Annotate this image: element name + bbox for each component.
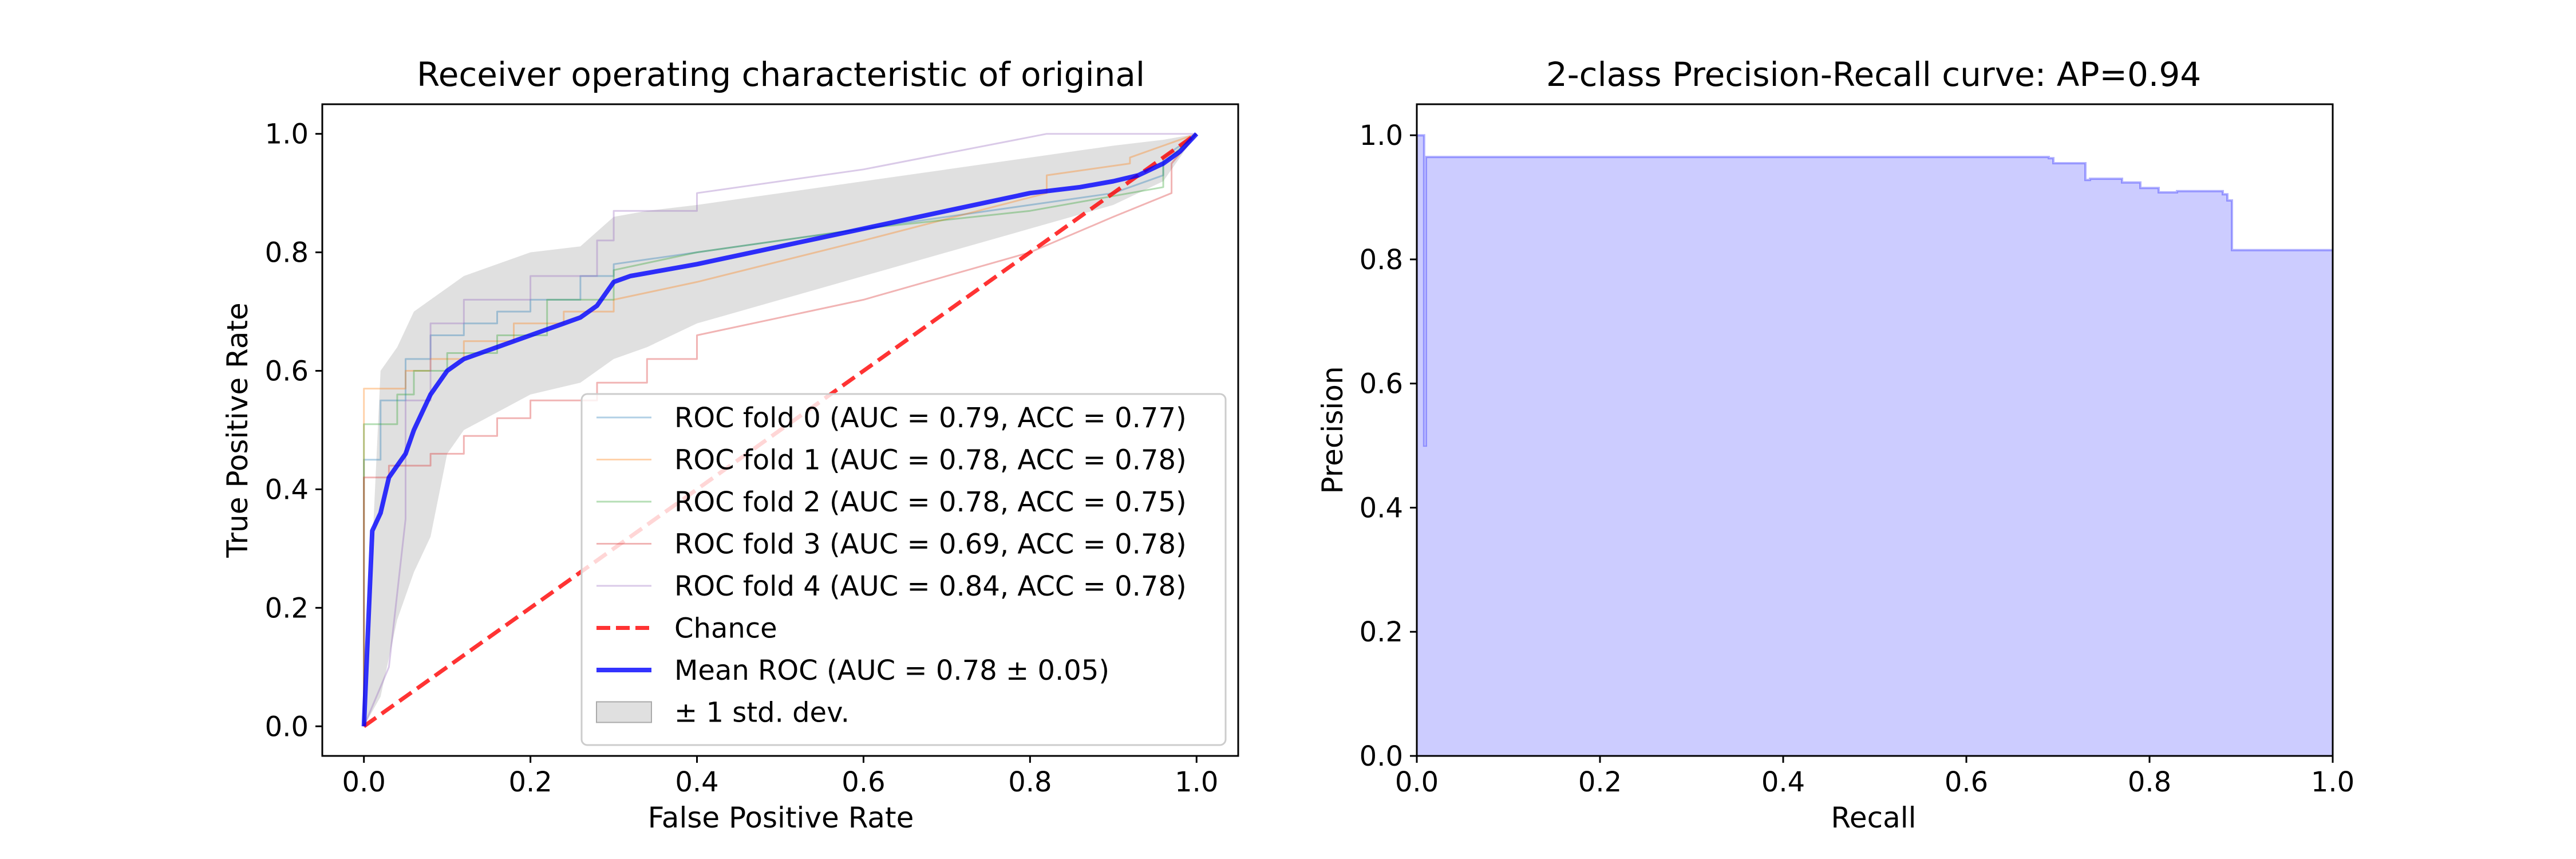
roc-ytick-label: 0.4 bbox=[265, 474, 309, 506]
roc-ytick-label: 1.0 bbox=[265, 119, 309, 151]
pr-xtick-label: 1.0 bbox=[2311, 766, 2354, 798]
roc-legend-label: Chance bbox=[674, 613, 777, 645]
pr-area bbox=[1417, 135, 2333, 756]
roc-legend-label: ROC fold 2 (AUC = 0.78, ACC = 0.75) bbox=[674, 486, 1187, 518]
roc-title: Receiver operating characteristic of ori… bbox=[417, 55, 1145, 94]
pr-xtick-label: 0.8 bbox=[2128, 766, 2171, 798]
pr-plot-area bbox=[1417, 134, 2333, 756]
pr-curve bbox=[1417, 134, 2333, 447]
roc-ytick-label: 0.2 bbox=[265, 592, 309, 624]
pr-ytick-label: 0.6 bbox=[1360, 368, 1403, 400]
roc-legend-label: ROC fold 0 (AUC = 0.79, ACC = 0.77) bbox=[674, 402, 1187, 434]
roc-ytick-label: 0.0 bbox=[265, 711, 309, 743]
roc-legend-label: ROC fold 1 (AUC = 0.78, ACC = 0.78) bbox=[674, 444, 1187, 476]
pr-xtick-label: 0.0 bbox=[1395, 766, 1439, 798]
roc-series-0 bbox=[363, 133, 1198, 727]
roc-ticks: 0.0 0.2 0.4 0.6 0.8 1.0 0.0 0.2 0.4 0.6 0.8 1.0 bbox=[265, 119, 1219, 798]
roc-legend-label: ± 1 std. dev. bbox=[674, 697, 850, 729]
roc-legend-label: ROC fold 3 (AUC = 0.69, ACC = 0.78) bbox=[674, 529, 1187, 561]
roc-xtick-label: 0.4 bbox=[675, 766, 718, 798]
roc-xtick-label: 1.0 bbox=[1175, 766, 1218, 798]
roc-ytick-label: 0.8 bbox=[265, 237, 309, 269]
roc-series-3 bbox=[363, 133, 1198, 727]
roc-series-4 bbox=[363, 133, 1197, 727]
pr-xlabel: Recall bbox=[1831, 801, 1916, 834]
roc-xtick-label: 0.2 bbox=[508, 766, 552, 798]
roc-legend-label: Mean ROC (AUC = 0.78 ± 0.05) bbox=[674, 655, 1109, 687]
pr-ytick-label: 1.0 bbox=[1360, 120, 1403, 152]
roc-xtick-label: 0.0 bbox=[342, 766, 386, 798]
pr-ylabel: Precision bbox=[1316, 366, 1349, 494]
roc-series-2 bbox=[363, 133, 1198, 727]
pr-xtick-label: 0.4 bbox=[1761, 766, 1805, 798]
pr-ytick-label: 0.8 bbox=[1360, 244, 1403, 276]
roc-xtick-label: 0.6 bbox=[841, 766, 885, 798]
pr-xtick-label: 0.6 bbox=[1945, 766, 1988, 798]
roc-legend-box bbox=[580, 393, 1227, 746]
roc-legend-swatch bbox=[596, 701, 652, 723]
roc-series-6 bbox=[361, 132, 1199, 727]
roc-xlabel: False Positive Rate bbox=[648, 801, 914, 834]
pr-ytick-label: 0.2 bbox=[1360, 616, 1403, 648]
roc-ytick-label: 0.6 bbox=[265, 356, 309, 388]
roc-xtick-label: 0.8 bbox=[1008, 766, 1052, 798]
roc-ylabel: True Positive Rate bbox=[221, 302, 254, 558]
roc-panel: Receiver operating characteristic of ori… bbox=[221, 55, 1239, 834]
pr-ytick-label: 0.4 bbox=[1360, 492, 1403, 524]
pr-ticks: 0.0 0.2 0.4 0.6 0.8 1.0 0.0 0.2 0.4 0.6 0.8 1.0 bbox=[1360, 120, 2355, 798]
pr-xtick-label: 0.2 bbox=[1578, 766, 1622, 798]
roc-axes-frame bbox=[321, 103, 1239, 757]
pr-axes-frame bbox=[1416, 103, 2334, 757]
roc-legend: ROC fold 0 (AUC = 0.79, ACC = 0.77) ROC f… bbox=[580, 393, 1227, 746]
pr-panel: 2-class Precision-Recall curve: AP=0.94 … bbox=[1316, 55, 2354, 834]
std-dev-band bbox=[364, 133, 1197, 727]
pr-ytick-label: 0.0 bbox=[1360, 740, 1403, 773]
roc-legend-label: ROC fold 4 (AUC = 0.84, ACC = 0.78) bbox=[674, 570, 1187, 602]
pr-title: 2-class Precision-Recall curve: AP=0.94 bbox=[1546, 55, 2201, 94]
